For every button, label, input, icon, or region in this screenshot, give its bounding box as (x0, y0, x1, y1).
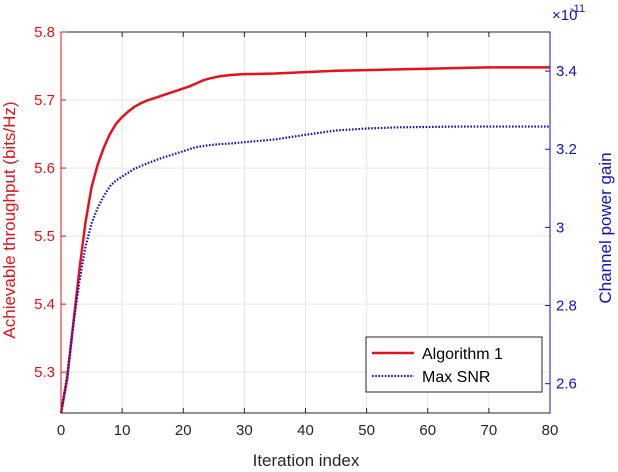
x-axis-label: Iteration index (253, 451, 360, 470)
left-y-tick-label: 5.6 (34, 160, 55, 177)
right-y-axis-label: Channel power gain (596, 152, 615, 303)
exponent-base: ×10 (552, 7, 577, 24)
legend: Algorithm 1 Max SNR (365, 336, 543, 393)
right-y-tick-label: 3.4 (556, 63, 577, 80)
x-tick-label: 20 (175, 422, 192, 439)
right-y-tick-label: 3 (556, 219, 564, 236)
legend-label-algorithm-1: Algorithm 1 (422, 346, 503, 363)
series-layer (59, 66, 550, 414)
grid-lines (60, 31, 551, 413)
left-y-tick-label: 5.7 (34, 92, 55, 109)
right-y-tick-label: 3.2 (556, 141, 577, 158)
x-tick-label: 0 (57, 422, 65, 439)
right-y-tick-label: 2.6 (556, 376, 577, 393)
right-y-tick-label: 2.8 (556, 298, 577, 315)
right-axis-exponent: ×10 -11 (552, 3, 585, 24)
series-line-algorithm-1 (59, 66, 550, 414)
left-y-tick-label: 5.3 (34, 364, 55, 381)
left-y-tick-label: 5.4 (34, 296, 55, 313)
legend-box (365, 336, 543, 393)
x-tick-label: 80 (542, 422, 559, 439)
exponent-power: -11 (570, 3, 585, 15)
series-line-max-snr (59, 125, 550, 414)
left-y-tick-label: 5.5 (34, 228, 55, 245)
x-tick-label: 40 (297, 422, 314, 439)
x-tick-label: 10 (114, 422, 131, 439)
x-tick-label: 50 (358, 422, 375, 439)
legend-label-max-snr: Max SNR (422, 369, 490, 386)
x-tick-label: 30 (236, 422, 253, 439)
right-y-axis: 2.6 2.8 3 3.2 3.4 (545, 32, 577, 413)
left-y-tick-label: 5.8 (34, 24, 55, 41)
left-y-axis: 5.3 5.4 5.5 5.6 5.7 5.8 (34, 24, 66, 413)
x-axis: 0 10 20 30 40 50 60 70 80 (57, 32, 559, 439)
x-tick-label: 70 (481, 422, 498, 439)
x-tick-label: 60 (419, 422, 436, 439)
left-y-axis-label: Achievable throughput (bits/Hz) (0, 101, 19, 338)
